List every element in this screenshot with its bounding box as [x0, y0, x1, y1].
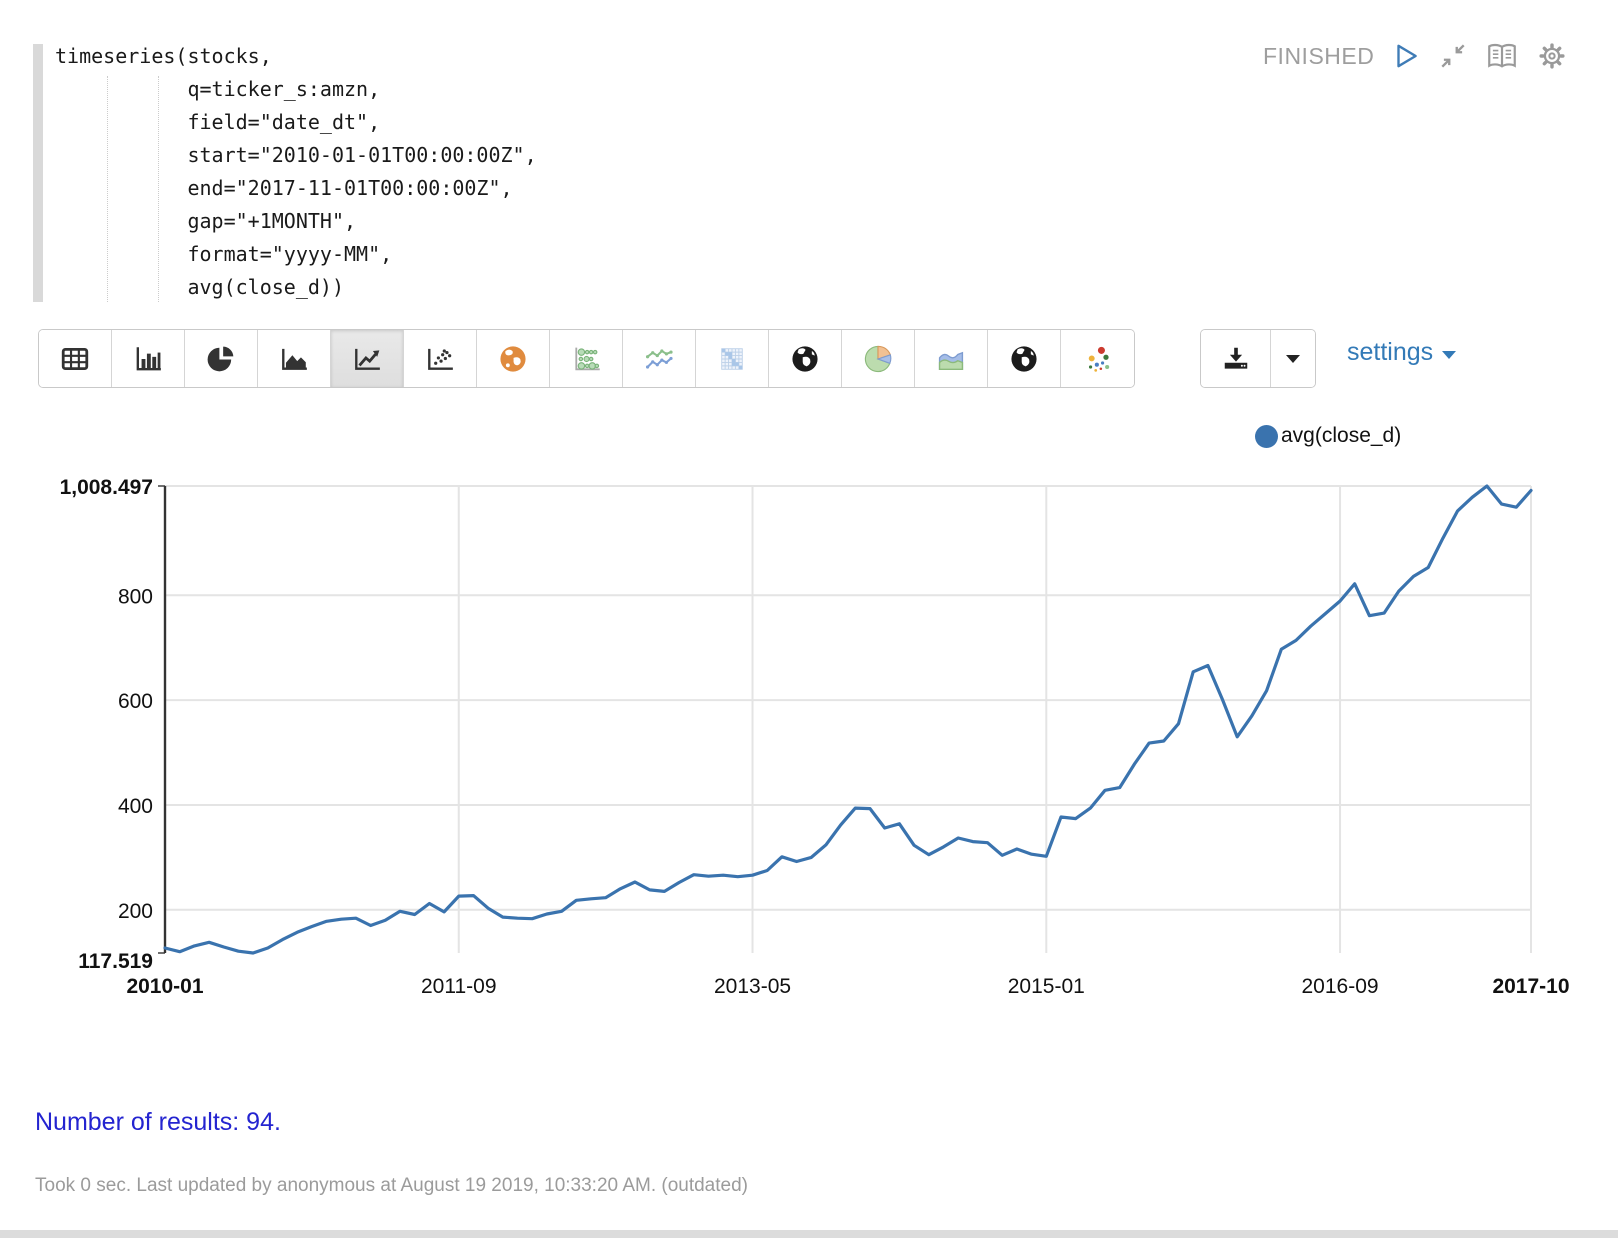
pie-colored-icon: [864, 345, 892, 372]
status-badge: FINISHED: [1263, 42, 1375, 69]
code-editor[interactable]: timeseries(stocks, q=ticker_s:amzn, fiel…: [55, 44, 537, 299]
download-icon: [1224, 347, 1247, 369]
results-count-text: Number of results: 94.: [35, 1108, 281, 1136]
x-axis-tick-label: 2013-05: [714, 975, 791, 998]
chart-type-toolbar: [38, 329, 1135, 388]
chart-type-matrix-button[interactable]: [696, 330, 769, 387]
x-axis-tick-label: 2016-09: [1302, 975, 1379, 998]
indent-guide: [107, 76, 108, 302]
chevron-down-icon: [1286, 354, 1300, 363]
chart-type-multiline-button[interactable]: [623, 330, 696, 387]
area-colored-icon: [938, 351, 964, 370]
bubble-chart-icon: [575, 347, 600, 370]
chart-type-pie2-button[interactable]: [842, 330, 915, 387]
download-options-button[interactable]: [1271, 330, 1315, 387]
chart-type-bubble2-button[interactable]: [1061, 330, 1134, 387]
chevron-down-icon: [1442, 350, 1457, 359]
globe-dark-icon-2: [1011, 345, 1037, 372]
legend-label: avg(close_d): [1281, 424, 1402, 447]
chart-type-pie-button[interactable]: [185, 330, 258, 387]
play-button[interactable]: [1391, 41, 1421, 71]
paragraph-gutter: [33, 44, 43, 302]
y-axis-tick-label: 800: [118, 585, 153, 608]
legend-item-avg-close[interactable]: avg(close_d): [1255, 424, 1401, 448]
x-axis-tick-label: 2015-01: [1008, 975, 1085, 998]
chart-type-bar-button[interactable]: [112, 330, 185, 387]
bar-chart-icon: [136, 346, 161, 370]
paragraph-settings-button[interactable]: [1536, 40, 1568, 72]
line-chart-icon: [355, 348, 380, 370]
matrix-heatmap-icon: [721, 347, 743, 370]
chart-type-area-button[interactable]: [258, 330, 331, 387]
next-paragraph-edge: [0, 1230, 1618, 1238]
y-axis-tick-label: 600: [118, 690, 153, 713]
book-icon: [1488, 43, 1517, 68]
chart-type-map-button[interactable]: [477, 330, 550, 387]
chart-type-globe1-button[interactable]: [769, 330, 842, 387]
chart-type-scatter-button[interactable]: [404, 330, 477, 387]
legend-swatch: [1255, 424, 1278, 448]
chart-type-line-button[interactable]: [331, 330, 404, 387]
timeseries-chart: 1,008.497 117.519 200 400 600 800 2010-01 2011-…: [60, 476, 1570, 998]
scatter-plot-icon: [428, 348, 453, 370]
settings-label: settings: [1347, 338, 1434, 366]
chart-type-area2-button[interactable]: [915, 330, 988, 387]
globe-dark-icon: [792, 345, 818, 372]
download-button[interactable]: [1201, 330, 1271, 387]
compress-icon: [1441, 44, 1465, 68]
y-axis-max-label: 1,008.497: [60, 476, 153, 499]
x-axis-tick-label: 2017-10: [1492, 975, 1569, 998]
y-axis-min-label: 117.519: [78, 950, 153, 973]
paragraph-info-text: Took 0 sec. Last updated by anonymous at…: [35, 1175, 748, 1196]
gear-icon: [1539, 43, 1565, 69]
y-axis-tick-label: 200: [118, 900, 153, 923]
globe-orange-icon: [500, 345, 526, 372]
series-line-avg-close: [163, 484, 1533, 955]
table-icon: [61, 347, 89, 370]
chart-type-globe2-button[interactable]: [988, 330, 1061, 387]
indent-guide: [158, 76, 159, 302]
play-icon: [1397, 44, 1418, 68]
download-split-button: [1200, 329, 1316, 388]
x-axis-tick-label: 2010-01: [126, 975, 203, 998]
chart-type-bubble-button[interactable]: [550, 330, 623, 387]
area-chart-icon: [282, 348, 307, 370]
chart-type-table-button[interactable]: [39, 330, 112, 387]
x-axis-tick-label: 2011-09: [421, 975, 497, 998]
settings-toggle[interactable]: settings: [1347, 338, 1457, 367]
output-hide-button[interactable]: [1485, 40, 1519, 72]
multi-line-chart-icon: [645, 348, 673, 369]
bubble-colored-icon: [1088, 346, 1109, 372]
pie-chart-icon: [207, 346, 234, 371]
compress-button[interactable]: [1438, 41, 1468, 71]
paragraph-controls: FINISHED: [1263, 40, 1568, 72]
y-axis-tick-label: 400: [118, 795, 153, 818]
